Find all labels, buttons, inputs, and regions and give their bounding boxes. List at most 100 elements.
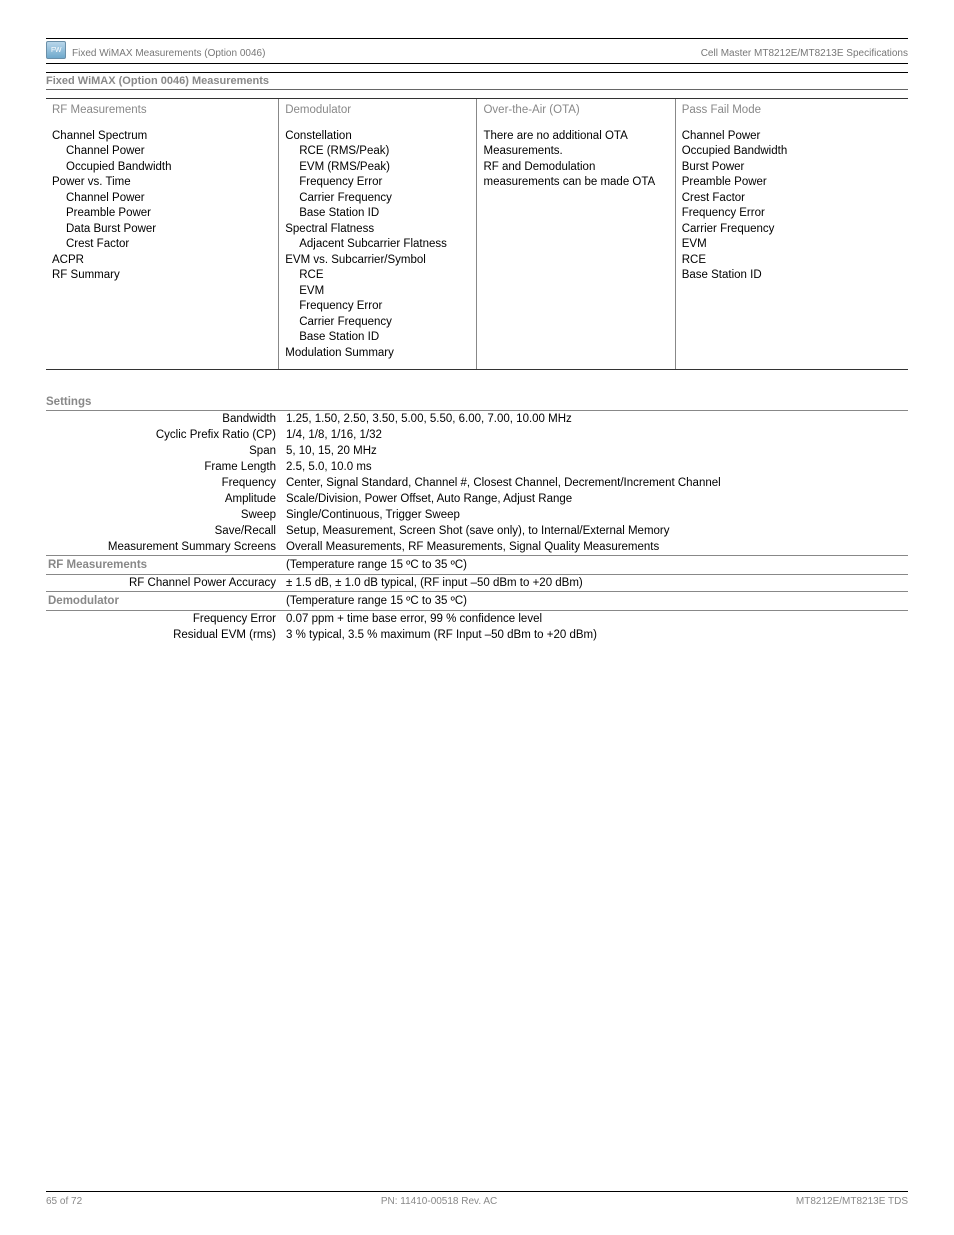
line: Frequency Error [285,299,470,315]
section-title: Fixed WiMAX (Option 0046) Measurements [46,72,908,90]
line: RF Summary [52,268,272,284]
settings-heading: Settings [46,396,908,411]
kv-row: Span 5, 10, 15, 20 MHz [46,443,908,459]
line: Carrier Frequency [682,222,902,238]
kv-value: ± 1.5 dB, ± 1.0 dB typical, (RF input –5… [286,577,908,589]
line: Carrier Frequency [285,315,470,331]
header-left-text: Fixed WiMAX Measurements (Option 0046) [72,48,701,59]
line: Data Burst Power [52,222,272,238]
measurements-table: RF Measurements Demodulator Over-the-Air… [46,98,908,370]
kv-value: 1.25, 1.50, 2.50, 3.50, 5.00, 5.50, 6.00… [286,413,908,425]
line: Modulation Summary [285,346,470,362]
kv-label: Frequency [46,477,286,489]
kv-row: Frame Length 2.5, 5.0, 10.0 ms [46,459,908,475]
kv-value: 5, 10, 15, 20 MHz [286,445,908,457]
kv-value: Overall Measurements, RF Measurements, S… [286,541,908,553]
kv-label: Sweep [46,509,286,521]
line: Frequency Error [285,175,470,191]
kv-label: Cyclic Prefix Ratio (CP) [46,429,286,441]
footer-left: 65 of 72 [46,1196,82,1207]
kv-value: 3 % typical, 3.5 % maximum (RF Input –50… [286,629,908,641]
line: EVM vs. Subcarrier/Symbol [285,253,470,269]
kv-label: Amplitude [46,493,286,505]
line: Base Station ID [682,268,902,284]
line: Occupied Bandwidth [682,144,902,160]
page: FW Fixed WiMAX Measurements (Option 0046… [0,0,954,1235]
kv-value: Setup, Measurement, Screen Shot (save on… [286,525,908,537]
rf-subheading-paren: (Temperature range 15 ºC to 35 ºC) [286,559,908,571]
line: Channel Power [682,129,902,145]
line: Base Station ID [285,206,470,222]
rf-subheading-lead: RF Measurements [46,559,286,571]
kv-label: Frame Length [46,461,286,473]
kv-row: Bandwidth 1.25, 1.50, 2.50, 3.50, 5.00, … [46,411,908,427]
header-right-text: Cell Master MT8212E/MT8213E Specificatio… [701,48,908,59]
line: Spectral Flatness [285,222,470,238]
kv-label: Span [46,445,286,457]
top-rule [46,38,908,39]
footer-center: PN: 11410-00518 Rev. AC [381,1196,497,1207]
kv-label: Save/Recall [46,525,286,537]
kv-row: Frequency Error 0.07 ppm + time base err… [46,611,908,627]
page-footer: 65 of 72 PN: 11410-00518 Rev. AC MT8212E… [46,1191,908,1207]
line: Adjacent Subcarrier Flatness [285,237,470,253]
kv-value: Center, Signal Standard, Channel #, Clos… [286,477,908,489]
col-header: Over-the-Air (OTA) [477,99,675,123]
line: Base Station ID [285,330,470,346]
footer-right: MT8212E/MT8213E TDS [796,1196,908,1207]
cell-ota: There are no additional OTA Measurements… [477,123,675,370]
page-header: FW Fixed WiMAX Measurements (Option 0046… [46,41,908,64]
demod-subheading-lead: Demodulator [46,595,286,607]
kv-label: Frequency Error [46,613,286,625]
kv-value: 2.5, 5.0, 10.0 ms [286,461,908,473]
demod-subheading-paren: (Temperature range 15 ºC to 35 ºC) [286,595,908,607]
line: Channel Power [52,144,272,160]
kv-label: Residual EVM (rms) [46,629,286,641]
line: ACPR [52,253,272,269]
kv-row: Save/Recall Setup, Measurement, Screen S… [46,523,908,539]
kv-value: 0.07 ppm + time base error, 99 % confide… [286,613,908,625]
rf-subheading: RF Measurements (Temperature range 15 ºC… [46,555,908,575]
kv-row: Measurement Summary Screens Overall Meas… [46,539,908,555]
cell-passfail: Channel Power Occupied Bandwidth Burst P… [675,123,908,370]
fw-icon: FW [46,41,66,59]
col-header: Demodulator [279,99,477,123]
demod-subheading: Demodulator (Temperature range 15 ºC to … [46,591,908,611]
line: EVM (RMS/Peak) [285,160,470,176]
line: Channel Spectrum [52,129,272,145]
line: Channel Power [52,191,272,207]
line: RCE (RMS/Peak) [285,144,470,160]
table-header-row: RF Measurements Demodulator Over-the-Air… [46,99,908,123]
kv-label: Bandwidth [46,413,286,425]
line: Power vs. Time [52,175,272,191]
kv-row: Sweep Single/Continuous, Trigger Sweep [46,507,908,523]
line: RCE [682,253,902,269]
kv-row: RF Channel Power Accuracy ± 1.5 dB, ± 1.… [46,575,908,591]
line: Constellation [285,129,470,145]
kv-row: Residual EVM (rms) 3 % typical, 3.5 % ma… [46,627,908,643]
kv-value: Scale/Division, Power Offset, Auto Range… [286,493,908,505]
line: Preamble Power [52,206,272,222]
line: RCE [285,268,470,284]
kv-row: Cyclic Prefix Ratio (CP) 1/4, 1/8, 1/16,… [46,427,908,443]
line: EVM [285,284,470,300]
line: Preamble Power [682,175,902,191]
table-row: Channel Spectrum Channel Power Occupied … [46,123,908,370]
line: Occupied Bandwidth [52,160,272,176]
settings-block: Settings Bandwidth 1.25, 1.50, 2.50, 3.5… [46,396,908,643]
kv-row: Amplitude Scale/Division, Power Offset, … [46,491,908,507]
col-header: RF Measurements [46,99,279,123]
col-header: Pass Fail Mode [675,99,908,123]
cell-rf: Channel Spectrum Channel Power Occupied … [46,123,279,370]
line: Frequency Error [682,206,902,222]
line: There are no additional OTA Measurements… [483,129,668,160]
kv-label: RF Channel Power Accuracy [46,577,286,589]
kv-value: 1/4, 1/8, 1/16, 1/32 [286,429,908,441]
kv-label: Measurement Summary Screens [46,541,286,553]
cell-demod: Constellation RCE (RMS/Peak) EVM (RMS/Pe… [279,123,477,370]
line: Crest Factor [682,191,902,207]
line: EVM [682,237,902,253]
line: Carrier Frequency [285,191,470,207]
kv-value: Single/Continuous, Trigger Sweep [286,509,908,521]
line: Burst Power [682,160,902,176]
